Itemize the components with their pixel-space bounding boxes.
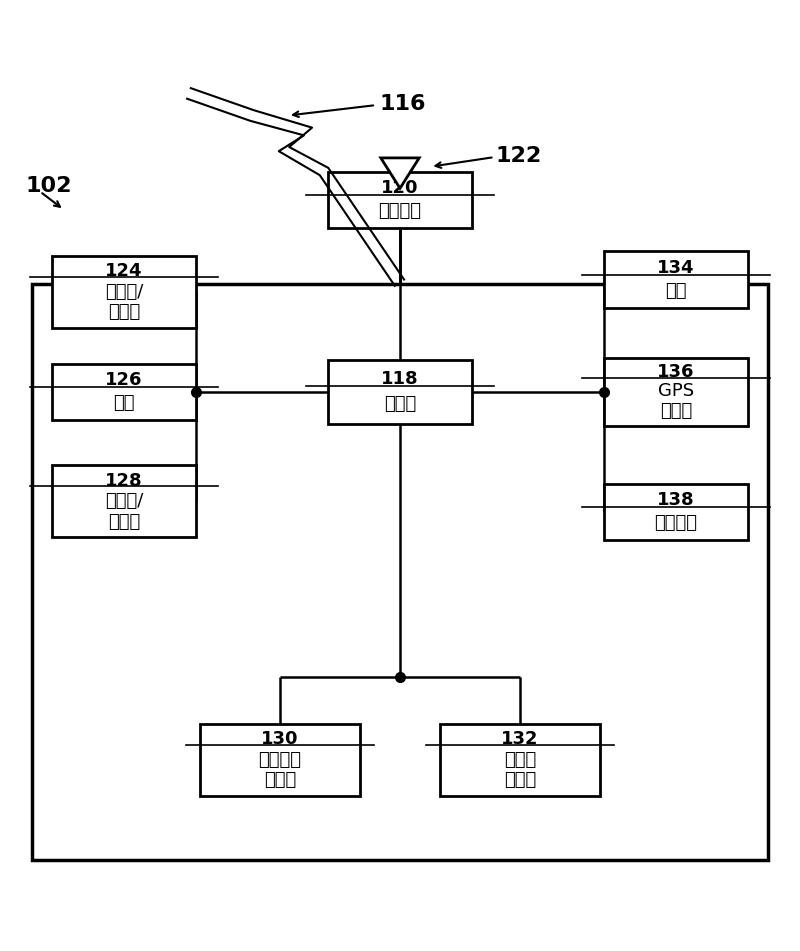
Bar [604,251,748,307]
Text: 芯片组: 芯片组 [660,402,692,420]
Text: 130: 130 [262,730,298,747]
Text: 102: 102 [26,176,72,196]
Bar [604,483,748,539]
Text: 电源: 电源 [666,281,686,300]
Text: 136: 136 [658,363,694,381]
Text: 120: 120 [382,180,418,197]
Text: 触摸屏: 触摸屏 [108,513,140,531]
Text: 扬声器/: 扬声器/ [105,282,143,301]
Text: 存储器: 存储器 [264,771,296,789]
Text: 存储器: 存储器 [504,771,536,789]
Text: GPS: GPS [658,382,694,400]
Text: 122: 122 [496,146,542,165]
Text: 键盘: 键盘 [114,394,134,412]
Text: 显示器/: 显示器/ [105,492,143,510]
Bar [604,358,748,425]
Bar [440,724,600,795]
Text: 116: 116 [380,93,426,113]
Text: 134: 134 [658,260,694,278]
Text: 收发信机: 收发信机 [378,202,422,220]
Bar [328,359,472,423]
Text: 138: 138 [657,492,695,510]
Text: 麦克风: 麦克风 [108,303,140,321]
Bar [52,465,196,537]
Bar [32,283,768,860]
Text: 处理器: 处理器 [384,396,416,414]
Text: 可移动: 可移动 [504,750,536,768]
Bar [328,171,472,227]
Bar [52,363,196,419]
Text: 不可移动: 不可移动 [258,750,302,768]
Bar [52,256,196,327]
Polygon shape [381,158,419,188]
Text: 132: 132 [502,730,538,747]
Bar [200,724,360,795]
Text: 118: 118 [381,370,419,388]
Text: 外围设备: 外围设备 [654,514,698,532]
Text: 124: 124 [106,262,142,280]
Text: 126: 126 [106,371,142,389]
Text: 128: 128 [105,472,143,490]
